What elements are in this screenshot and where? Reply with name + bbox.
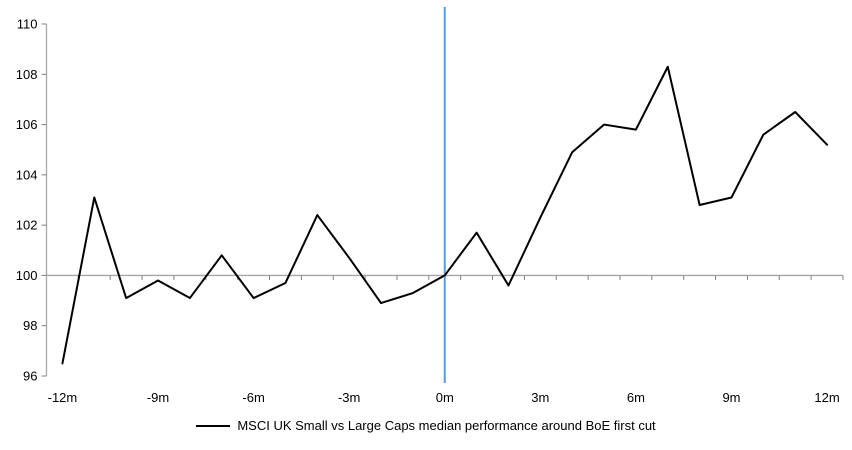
y-tick-label: 104: [16, 167, 38, 182]
y-tick-label: 96: [23, 369, 37, 384]
chart-legend: MSCI UK Small vs Large Caps median perfo…: [0, 419, 852, 433]
legend-label: MSCI UK Small vs Large Caps median perfo…: [237, 418, 656, 433]
x-tick-label: 0m: [436, 390, 454, 405]
series-line: [61, 65, 829, 365]
y-tick-label: 108: [16, 67, 38, 82]
x-tick-label: 6m: [627, 390, 645, 405]
x-tick-label: 3m: [531, 390, 549, 405]
x-tick-label: -12m: [48, 390, 78, 405]
y-tick-label: 100: [16, 268, 38, 283]
x-tick-label: -6m: [242, 390, 264, 405]
x-tick-label: 12m: [814, 390, 839, 405]
legend-line-swatch: [196, 425, 231, 427]
y-tick-label: 106: [16, 117, 38, 132]
x-tick-label: -3m: [338, 390, 360, 405]
x-tick-label: -9m: [147, 390, 169, 405]
line-chart-plot: 96 98 100 102 104 106 108 110 -12m -9m -6m -3m 0m 3m 6…: [16, 7, 844, 405]
x-tick-label: 9m: [722, 390, 740, 405]
y-tick-label: 102: [16, 218, 38, 233]
y-tick-label: 110: [17, 17, 38, 32]
y-tick-label: 98: [23, 318, 37, 333]
